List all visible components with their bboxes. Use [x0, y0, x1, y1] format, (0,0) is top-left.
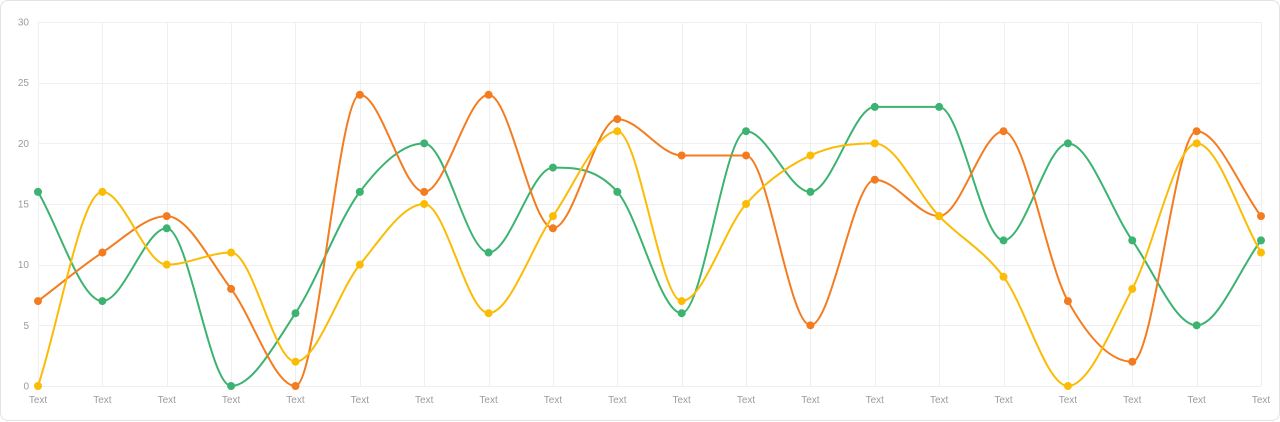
data-point[interactable]: [1192, 139, 1201, 148]
x-tick-label: Text: [994, 395, 1013, 406]
y-tick-label: 5: [23, 321, 29, 332]
x-tick-label: Text: [1187, 395, 1206, 406]
data-point[interactable]: [742, 151, 751, 160]
y-tick-label: 25: [18, 78, 30, 89]
data-point[interactable]: [162, 212, 171, 221]
data-point[interactable]: [742, 200, 751, 208]
x-tick-label: Text: [544, 395, 563, 406]
data-point[interactable]: [355, 260, 364, 269]
x-tick-label: Text: [930, 395, 949, 406]
data-point[interactable]: [870, 102, 879, 111]
series-line: [37, 93, 1262, 387]
data-point[interactable]: [291, 309, 300, 318]
data-point[interactable]: [935, 212, 944, 221]
data-point[interactable]: [34, 187, 42, 196]
grid: [38, 22, 1262, 387]
x-tick-label: Text: [608, 395, 627, 406]
data-point[interactable]: [677, 297, 686, 306]
data-point[interactable]: [1063, 382, 1072, 390]
data-point[interactable]: [484, 309, 493, 318]
data-point[interactable]: [420, 139, 429, 148]
data-point[interactable]: [227, 382, 236, 390]
x-tick-label: Text: [158, 395, 177, 406]
x-tick-label: Text: [1252, 395, 1271, 406]
y-tick-label: 30: [18, 18, 30, 29]
y-tick-label: 20: [18, 139, 30, 150]
data-point[interactable]: [999, 127, 1008, 136]
data-point[interactable]: [870, 175, 879, 184]
data-point[interactable]: [1192, 321, 1201, 330]
data-point[interactable]: [999, 272, 1008, 281]
data-point[interactable]: [34, 297, 42, 306]
data-point[interactable]: [677, 309, 686, 318]
data-point[interactable]: [1257, 212, 1265, 221]
data-point[interactable]: [999, 236, 1008, 245]
series-yellow: [34, 127, 1265, 390]
data-point[interactable]: [806, 321, 815, 330]
data-point[interactable]: [1128, 284, 1137, 293]
data-point[interactable]: [806, 187, 815, 196]
data-point[interactable]: [420, 200, 429, 208]
x-tick-label: Text: [1123, 395, 1142, 406]
data-point[interactable]: [227, 248, 236, 257]
data-point[interactable]: [291, 357, 300, 366]
data-point[interactable]: [613, 115, 622, 124]
x-tick-label: Text: [1059, 395, 1078, 406]
y-tick-label: 15: [18, 200, 30, 211]
series-line: [37, 130, 1262, 387]
data-point[interactable]: [1192, 127, 1201, 136]
x-tick-label: Text: [673, 395, 692, 406]
data-point[interactable]: [291, 382, 300, 390]
data-point[interactable]: [98, 248, 107, 257]
data-point[interactable]: [742, 127, 751, 136]
series-green: [34, 102, 1265, 390]
data-point[interactable]: [677, 151, 686, 160]
x-tick-label: Text: [479, 395, 498, 406]
data-point[interactable]: [1257, 248, 1265, 257]
data-point[interactable]: [98, 187, 107, 196]
data-point[interactable]: [806, 151, 815, 160]
x-tick-label: Text: [222, 395, 241, 406]
data-point[interactable]: [870, 139, 879, 148]
y-tick-label: 0: [23, 382, 29, 393]
data-point[interactable]: [162, 224, 171, 233]
x-tick-label: Text: [866, 395, 885, 406]
data-point[interactable]: [484, 248, 493, 257]
data-point[interactable]: [548, 163, 557, 172]
data-point[interactable]: [1257, 236, 1265, 245]
data-point[interactable]: [355, 90, 364, 99]
data-point[interactable]: [484, 90, 493, 99]
data-point[interactable]: [613, 127, 622, 136]
series-line: [37, 105, 1262, 387]
x-axis: Text Text Text Text Text Text Text Text Text Text…: [29, 395, 1271, 406]
x-tick-label: Text: [801, 395, 820, 406]
data-point[interactable]: [98, 297, 107, 306]
data-point[interactable]: [1128, 236, 1137, 245]
x-tick-label: Text: [93, 395, 112, 406]
series: [34, 90, 1265, 390]
data-point[interactable]: [355, 187, 364, 196]
data-point[interactable]: [548, 212, 557, 221]
data-point[interactable]: [613, 187, 622, 196]
y-axis: 0 5 10 15 20 25 30: [18, 18, 30, 393]
series-orange: [34, 90, 1265, 390]
data-point[interactable]: [1063, 297, 1072, 306]
x-tick-label: Text: [415, 395, 434, 406]
data-point[interactable]: [935, 102, 944, 111]
data-point[interactable]: [420, 187, 429, 196]
data-point[interactable]: [34, 382, 42, 390]
x-tick-label: Text: [286, 395, 305, 406]
data-point[interactable]: [1063, 139, 1072, 148]
x-tick-label: Text: [351, 395, 370, 406]
data-point[interactable]: [162, 260, 171, 269]
data-point[interactable]: [227, 284, 236, 293]
data-point[interactable]: [548, 224, 557, 233]
data-point[interactable]: [1128, 357, 1137, 366]
x-tick-label: Text: [737, 395, 756, 406]
y-tick-label: 10: [18, 260, 30, 271]
x-tick-label: Text: [29, 395, 48, 406]
